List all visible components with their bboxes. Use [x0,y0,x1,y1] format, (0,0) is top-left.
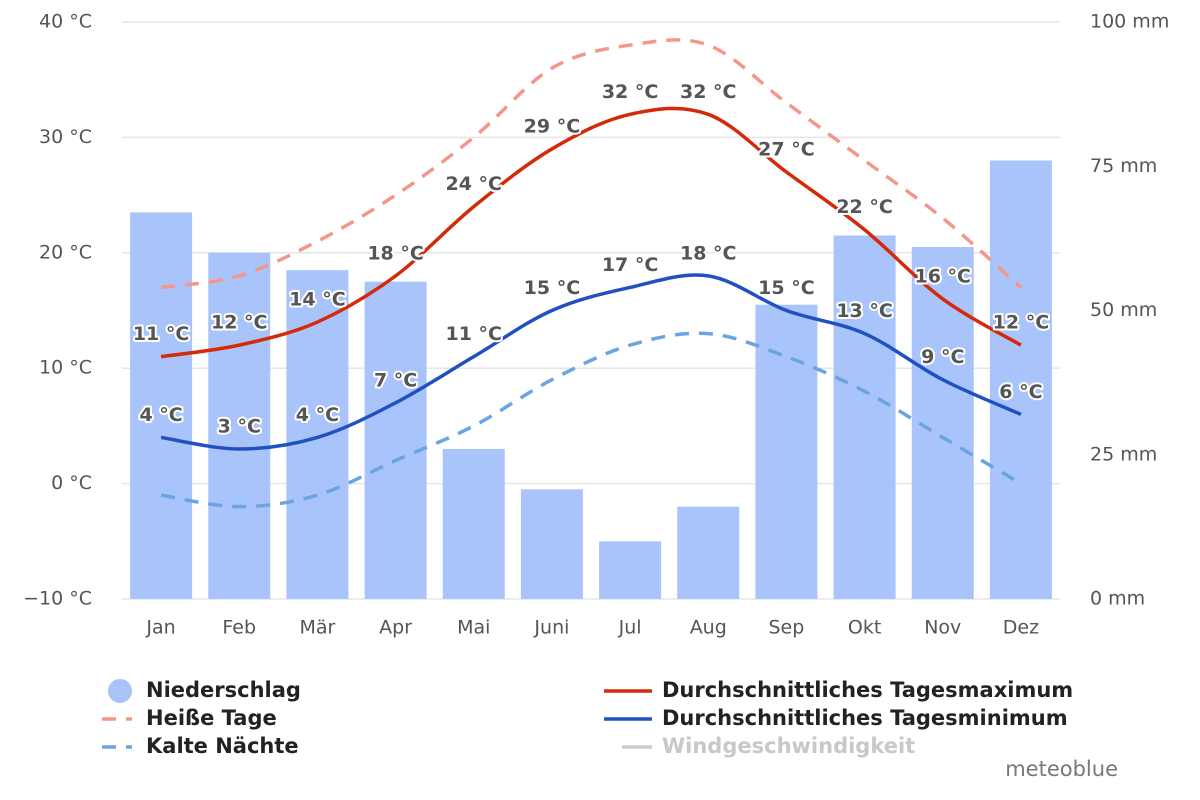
x-tick-label: Mär [299,617,335,639]
precipitation-bar [286,270,349,599]
value-label: 4 °C [296,404,339,426]
precipitation-bar [208,252,271,600]
precipitation-bar [520,489,583,599]
value-label: 29 °C [524,115,581,137]
y2-tick-label: 50 mm [1090,299,1157,321]
value-label: 12 °C [993,312,1050,334]
y2-tick-label: 75 mm [1090,155,1157,177]
legend-label: Heiße Tage [146,706,277,730]
y2-tick-label: 25 mm [1090,443,1157,465]
y2-tick-label: 0 mm [1090,588,1145,610]
precipitation-bar [442,448,505,599]
legend-label: Durchschnittliches Tagesmaximum [662,678,1073,702]
value-label: 13 °C [836,300,893,322]
line [160,106,1022,359]
y-tick-label: 20 °C [39,241,92,263]
value-label: 32 °C [602,81,659,103]
precipitation-bar [833,235,896,600]
precipitation-bar [599,541,662,599]
y-tick-label: 0 °C [51,472,92,494]
value-label: 12 °C [211,312,268,334]
x-tick-label: Aug [690,617,727,639]
x-tick-label: Feb [222,617,256,639]
precipitation-bar [364,281,427,599]
x-tick-label: Jul [618,617,642,639]
value-label: 15 °C [758,277,815,299]
value-label: 11 °C [133,323,190,345]
y2-tick-label: 100 mm [1090,11,1169,33]
legend-symbol [108,679,132,703]
x-tick-label: Jan [145,617,175,639]
precipitation-bar [755,304,818,599]
x-tick-label: Mai [457,617,490,639]
value-label: 6 °C [999,381,1042,403]
legend-label: Niederschlag [146,678,301,702]
value-label: 22 °C [836,196,893,218]
precipitation-bar [130,212,193,599]
legend-label: Durchschnittliches Tagesminimum [662,706,1068,730]
x-tick-label: Okt [848,617,881,639]
line [160,273,1022,451]
y-tick-label: −10 °C [23,588,92,610]
value-label: 32 °C [680,81,737,103]
value-label: 4 °C [139,404,182,426]
x-tick-label: Nov [924,617,961,639]
value-label: 18 °C [680,242,737,264]
x-tick-label: Dez [1003,617,1039,639]
legend-label: Kalte Nächte [146,734,299,758]
value-label: 14 °C [289,289,346,311]
value-label: 16 °C [915,265,972,287]
value-label: 18 °C [367,242,424,264]
y-tick-label: 40 °C [39,11,92,33]
precipitation-bar [989,160,1052,600]
x-tick-label: Sep [769,617,805,639]
x-tick-label: Apr [379,617,412,639]
value-label: 27 °C [758,139,815,161]
value-label: 7 °C [374,369,417,391]
y-tick-label: 30 °C [39,126,92,148]
precipitation-bar [677,506,740,599]
value-label: 24 °C [446,173,503,195]
credit: meteoblue [1005,757,1118,781]
value-label: 15 °C [524,277,581,299]
x-tick-label: Juni [533,617,569,639]
value-label: 3 °C [218,415,261,437]
legend-label: Windgeschwindigkeit [662,734,915,758]
y-tick-label: 10 °C [39,357,92,379]
value-label: 9 °C [921,346,964,368]
value-label: 11 °C [446,323,503,345]
line [160,331,1022,509]
value-label: 17 °C [602,254,659,276]
